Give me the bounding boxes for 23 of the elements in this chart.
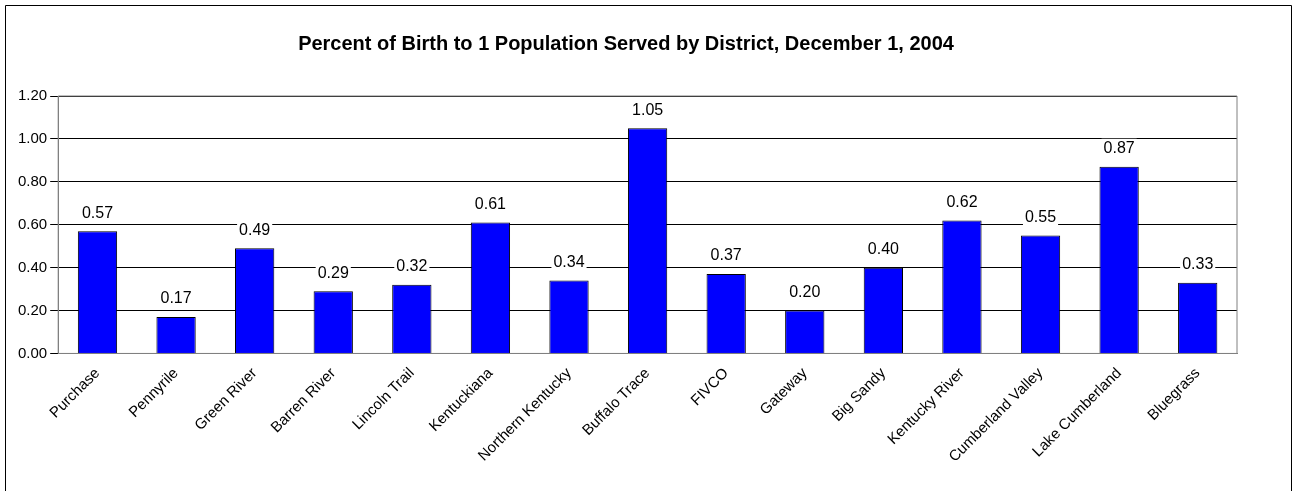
data-label: 0.34 <box>553 252 585 270</box>
y-tick-label: 0.60 <box>17 214 48 232</box>
y-tick-label: 0.00 <box>17 343 48 361</box>
y-tick-label: 1.00 <box>17 129 48 147</box>
data-label: 0.55 <box>1024 207 1057 225</box>
data-label: 0.57 <box>81 203 114 221</box>
data-label: 0.87 <box>1103 139 1135 157</box>
chart-title: Percent of Birth to 1 Population Served by District, December 1, 2004 <box>298 31 955 54</box>
data-label: 0.32 <box>396 257 428 275</box>
y-tick-label: 0.20 <box>17 300 48 318</box>
data-label: 0.49 <box>239 220 271 238</box>
data-label: 0.17 <box>160 289 192 307</box>
y-tick-label: 1.20 <box>17 86 48 104</box>
data-label: 0.62 <box>946 192 978 210</box>
data-label: 0.20 <box>789 282 821 300</box>
data-label: 1.05 <box>632 100 664 118</box>
y-tick-label: 0.80 <box>17 171 48 189</box>
data-label: 0.29 <box>317 263 349 281</box>
data-label: 0.61 <box>474 194 507 212</box>
y-tick-label: 0.40 <box>17 257 48 275</box>
data-label: 0.33 <box>1182 255 1214 273</box>
data-label: 0.37 <box>710 246 742 264</box>
data-label: 0.40 <box>867 240 900 258</box>
